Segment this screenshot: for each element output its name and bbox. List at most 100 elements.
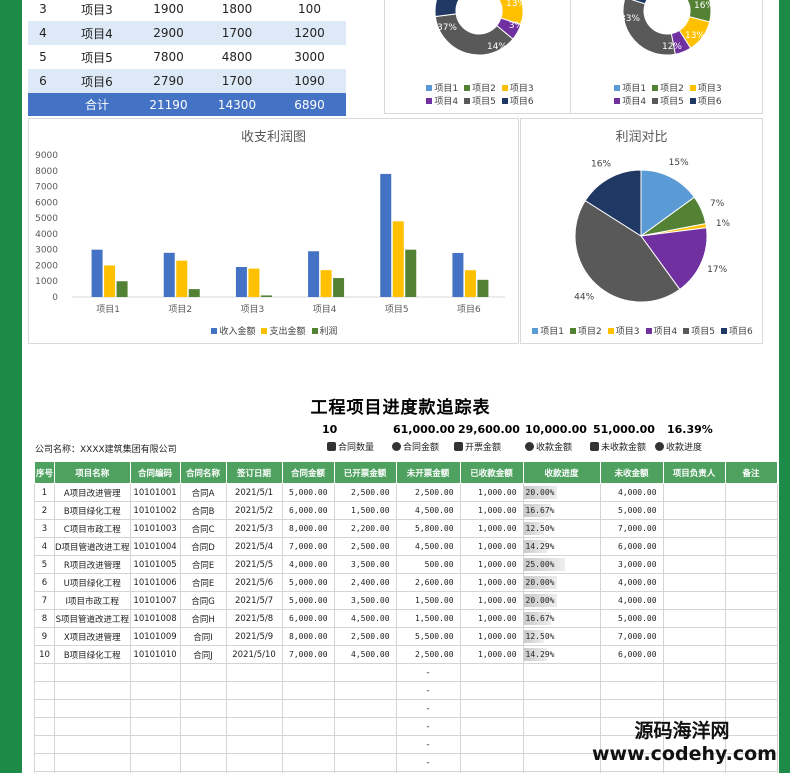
cell-billed: 4,500.00 (333, 609, 397, 628)
cell-unbilled: 1,500.00 (395, 591, 461, 610)
summary-cell-expense: 4800 (221, 50, 253, 64)
cell-empty (459, 681, 524, 700)
table-row: 1 A项目改进管理 10101001 合同A 2021/5/1 5,000.00 2,500… (34, 483, 778, 502)
legend-swatch (689, 97, 696, 104)
summary-cell-name: 项目3 (81, 2, 113, 17)
cell-empty (281, 753, 335, 772)
summary-cell-income: 1900 (153, 2, 184, 16)
cell-code: 10101002 (129, 501, 181, 520)
cell-empty (724, 501, 778, 520)
y-tick-label: 4000 (35, 230, 58, 240)
summary-cell-income: 2900 (136, 21, 201, 45)
watermark-line-2: www.codehy.com (592, 743, 777, 765)
cell-empty (129, 717, 181, 736)
kpi-contract-amount: 61,000.00 (393, 423, 455, 436)
cell-dash: - (395, 735, 461, 754)
empty-row: - (34, 753, 778, 772)
legend-item: 项目1 (426, 81, 458, 94)
cell-unbilled: 5,500.00 (395, 627, 461, 646)
progress-value: 20.00% (525, 488, 555, 497)
summary-total-row: 合计 21190 14300 6890 (28, 93, 346, 116)
cell-date: 2021/5/8 (225, 609, 283, 628)
pie-slice (640, 227, 708, 291)
cell-unbilled: 2,500.00 (395, 483, 461, 502)
cell-empty (599, 681, 664, 700)
cell-empty (54, 717, 131, 736)
cell-empty (34, 699, 55, 718)
summary-cell-profit: 100 (298, 2, 321, 16)
cell-empty (662, 519, 726, 538)
cell-amount: 5,000.00 (281, 483, 335, 502)
progress-value: 16.67% (525, 506, 555, 515)
x-tick-label: 项目3 (241, 304, 265, 315)
column-header: 未开票金额 (395, 461, 461, 484)
donut-slice (434, 0, 460, 18)
cell-code: 10101001 (129, 483, 181, 502)
kpi-label-count: 合同数量 (327, 440, 374, 453)
y-tick-label: 0 (52, 293, 58, 303)
donut-slice (434, 13, 514, 56)
progress-value: 14.29% (525, 650, 555, 659)
cell-empty (225, 753, 283, 772)
cell-billed: 4,500.00 (333, 645, 397, 664)
kpi-contract-count: 10 (322, 423, 338, 436)
column-header: 序号 (34, 461, 55, 484)
cell-empty (662, 699, 726, 718)
cell-name: B项目绿化工程 (54, 501, 131, 520)
cell-empty (129, 753, 181, 772)
cell-empty (522, 681, 601, 700)
donut-label: 13% (506, 0, 526, 9)
cell-date: 2021/5/4 (225, 537, 283, 556)
pie-label: 16% (591, 159, 611, 169)
cell-unreceived: 6,000.00 (599, 537, 664, 556)
cell-progress: 25.00% (522, 555, 601, 574)
cell-empty (34, 681, 55, 700)
cell-no: 3 (34, 519, 55, 538)
cell-received: 1,000.00 (459, 501, 524, 520)
legend-item: 项目2 (652, 81, 684, 94)
empty-row: - (34, 663, 778, 682)
legend-label: 收入金额 (219, 327, 256, 337)
bar-chart-legend: 收入金额 支出金额 利润 (29, 324, 520, 337)
bar-chart-title: 收支利润图 (240, 130, 306, 145)
x-tick-label: 项目1 (96, 304, 120, 315)
cell-unreceived: 3,000.00 (599, 555, 664, 574)
cell-empty (662, 591, 726, 610)
cell-empty (225, 699, 283, 718)
cell-received: 1,000.00 (459, 609, 524, 628)
cell-empty (179, 699, 227, 718)
cell-billed: 3,500.00 (333, 591, 397, 610)
column-header: 已收款金额 (459, 461, 524, 484)
cell-no: 8 (34, 609, 55, 628)
legend-swatch (652, 84, 659, 91)
cell-no: 7 (34, 591, 55, 610)
cell-dash: - (395, 681, 461, 700)
kpi-progress: 16.39% (667, 423, 713, 436)
cell-empty (724, 609, 778, 628)
cell-amount: 6,000.00 (281, 501, 335, 520)
legend-label: 项目2 (472, 84, 496, 94)
column-header: 签订日期 (225, 461, 283, 484)
cell-empty (662, 681, 726, 700)
cell-amount: 5,000.00 (281, 573, 335, 592)
empty-row: - (34, 699, 778, 718)
bar (91, 249, 103, 297)
cell-unbilled: 5,800.00 (395, 519, 461, 538)
cell-empty (724, 663, 778, 682)
cell-dash: - (395, 753, 461, 772)
progress-bar (524, 612, 552, 625)
cell-empty (281, 735, 335, 754)
progress-value: 25.00% (525, 560, 555, 569)
summary-cell-expense: 1800 (221, 2, 253, 16)
cell-empty (129, 663, 181, 682)
legend-swatch (614, 84, 621, 91)
cell-received: 1,000.00 (459, 555, 524, 574)
cell-empty (459, 753, 524, 772)
summary-cell-no: 6 (28, 69, 58, 93)
cell-no: 2 (34, 501, 55, 520)
cell-unreceived: 5,000.00 (599, 609, 664, 628)
cell-empty (54, 753, 131, 772)
legend-label: 项目4 (622, 97, 647, 107)
cell-empty (225, 735, 283, 754)
y-tick-label: 3000 (35, 246, 58, 256)
